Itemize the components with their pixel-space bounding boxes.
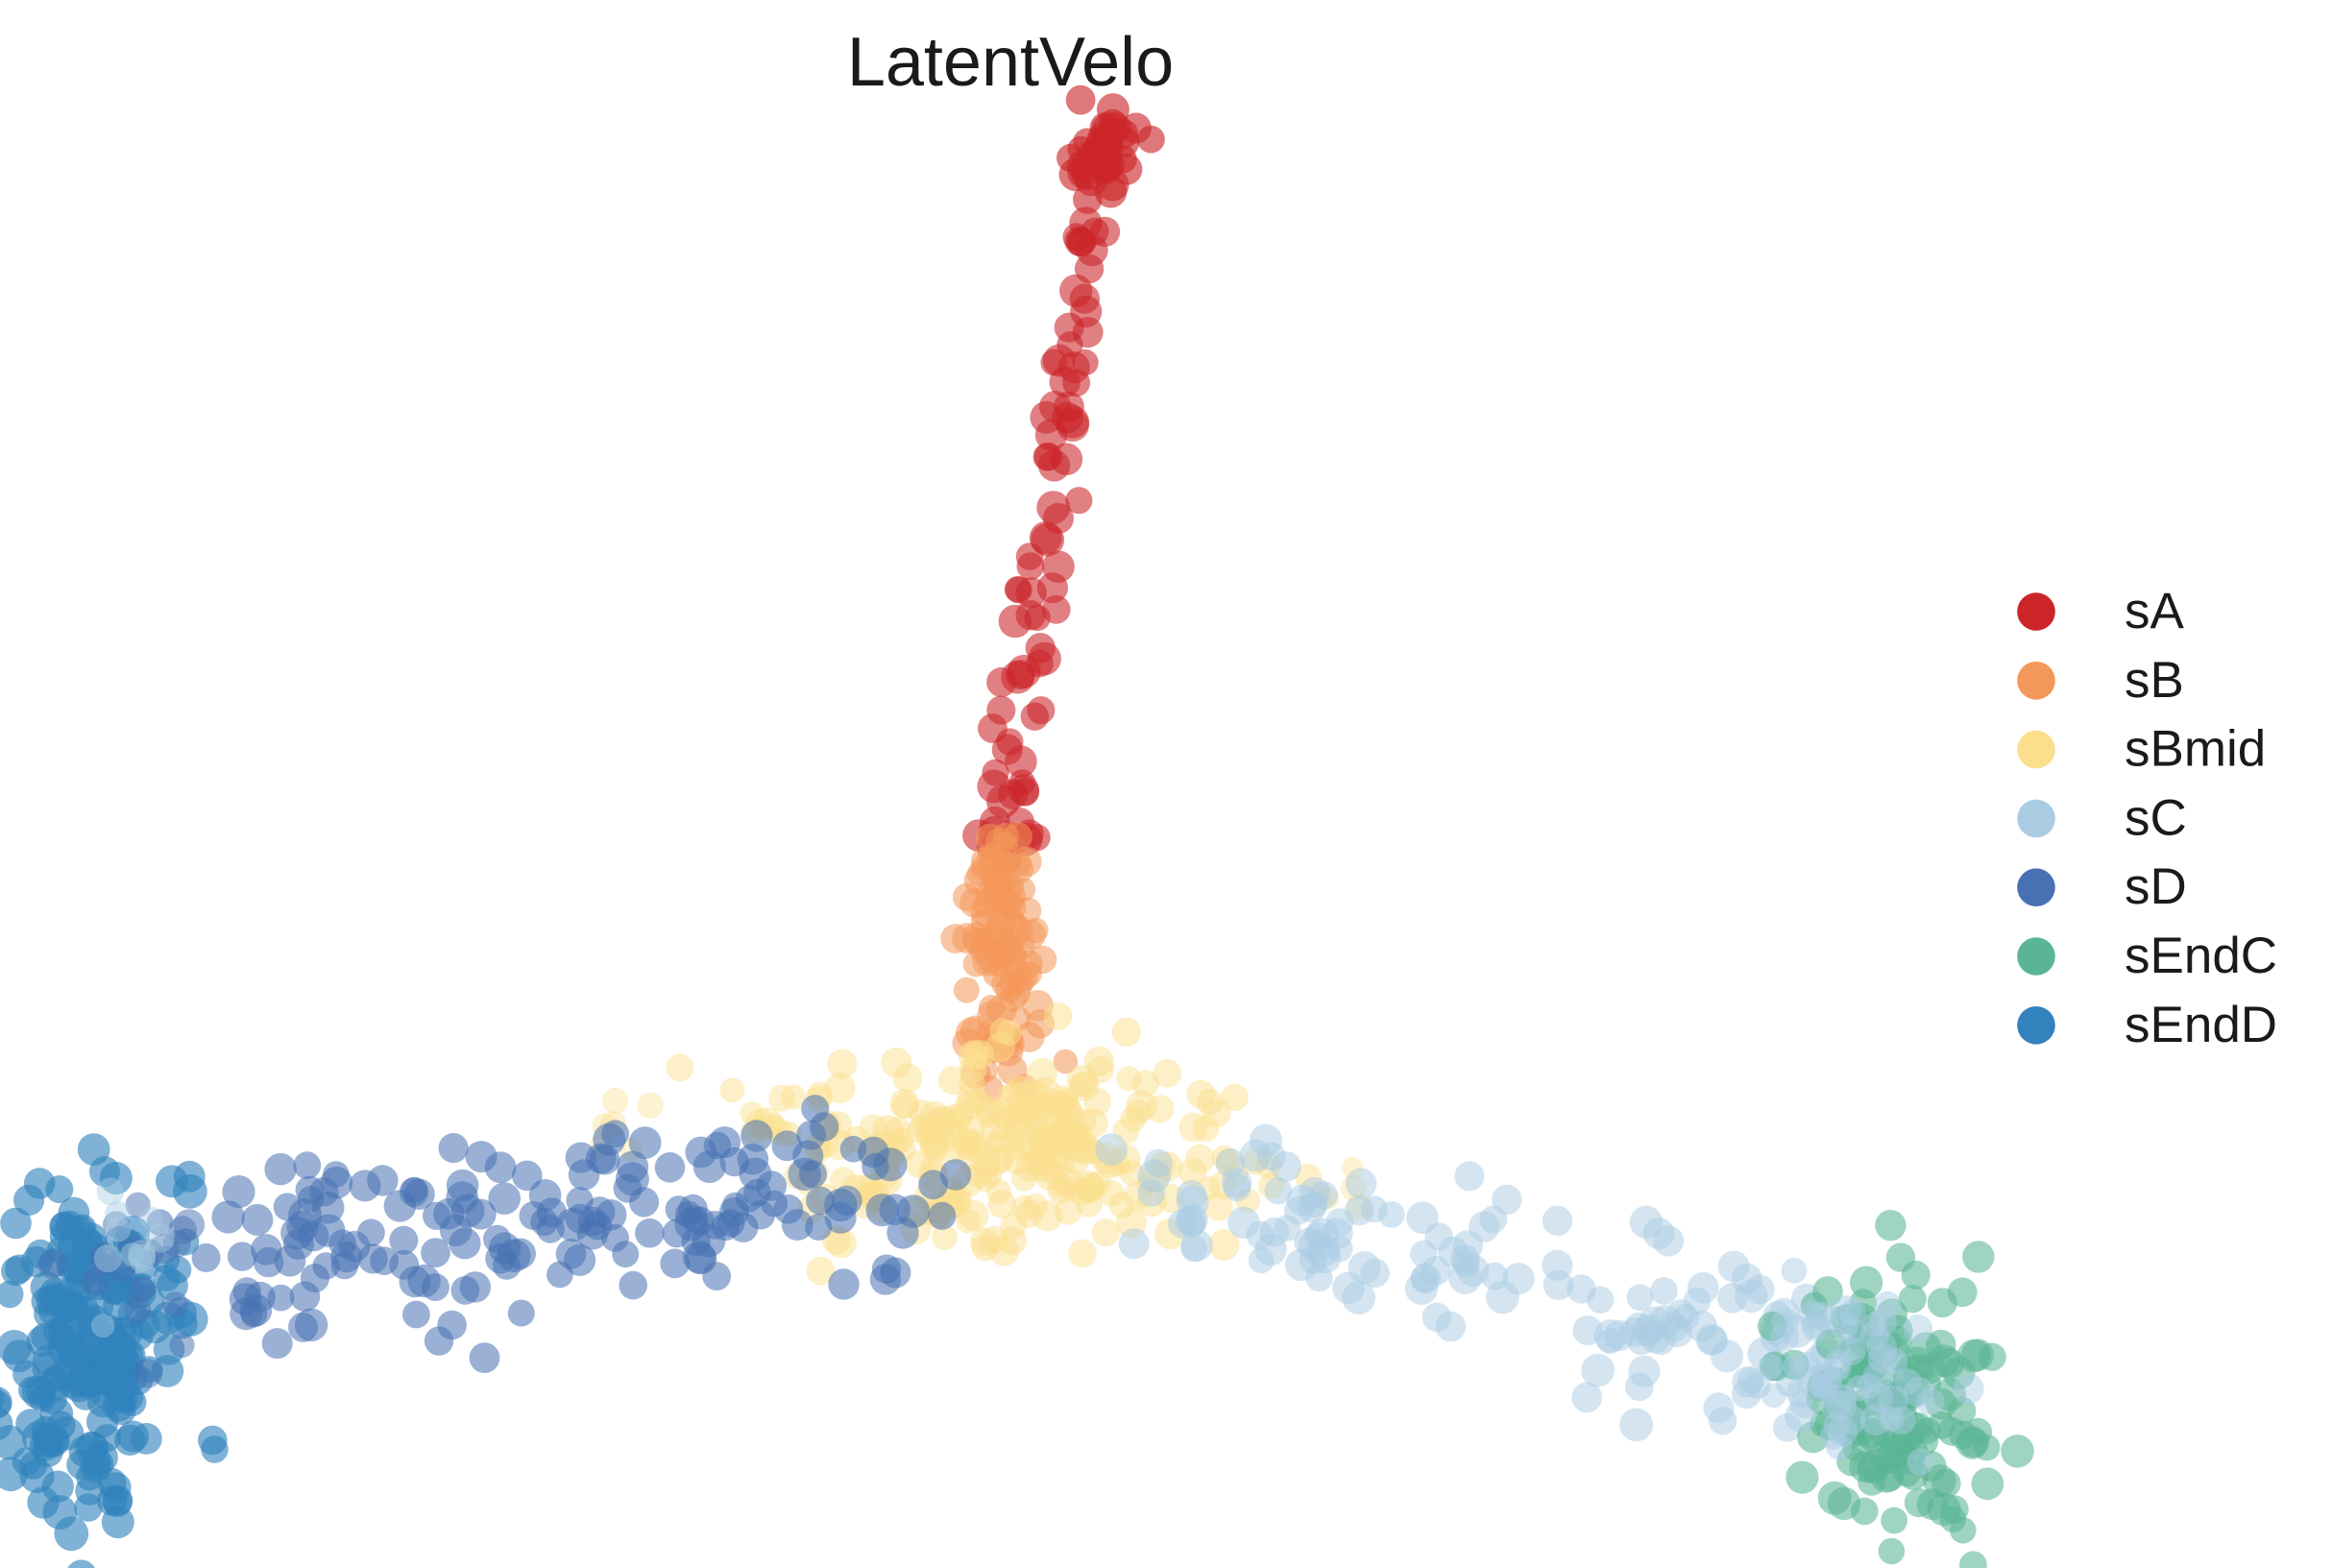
svg-text:sBmid: sBmid: [2125, 721, 2266, 778]
svg-text:LatentVelo: LatentVelo: [847, 24, 1174, 101]
svg-text:sEndD: sEndD: [2125, 997, 2277, 1053]
svg-text:sD: sD: [2125, 858, 2187, 915]
svg-text:sC: sC: [2125, 789, 2187, 846]
svg-text:sA: sA: [2125, 583, 2185, 639]
svg-text:sEndC: sEndC: [2125, 928, 2277, 984]
svg-text:sB: sB: [2125, 652, 2184, 709]
